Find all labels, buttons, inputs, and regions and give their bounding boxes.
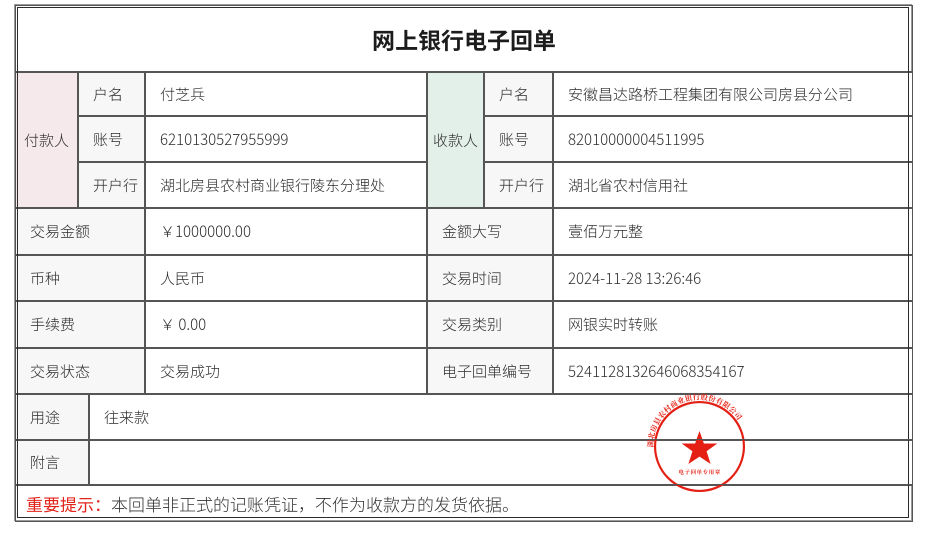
svg-text:电子回单专用章: 电子回单专用章 <box>678 468 720 476</box>
